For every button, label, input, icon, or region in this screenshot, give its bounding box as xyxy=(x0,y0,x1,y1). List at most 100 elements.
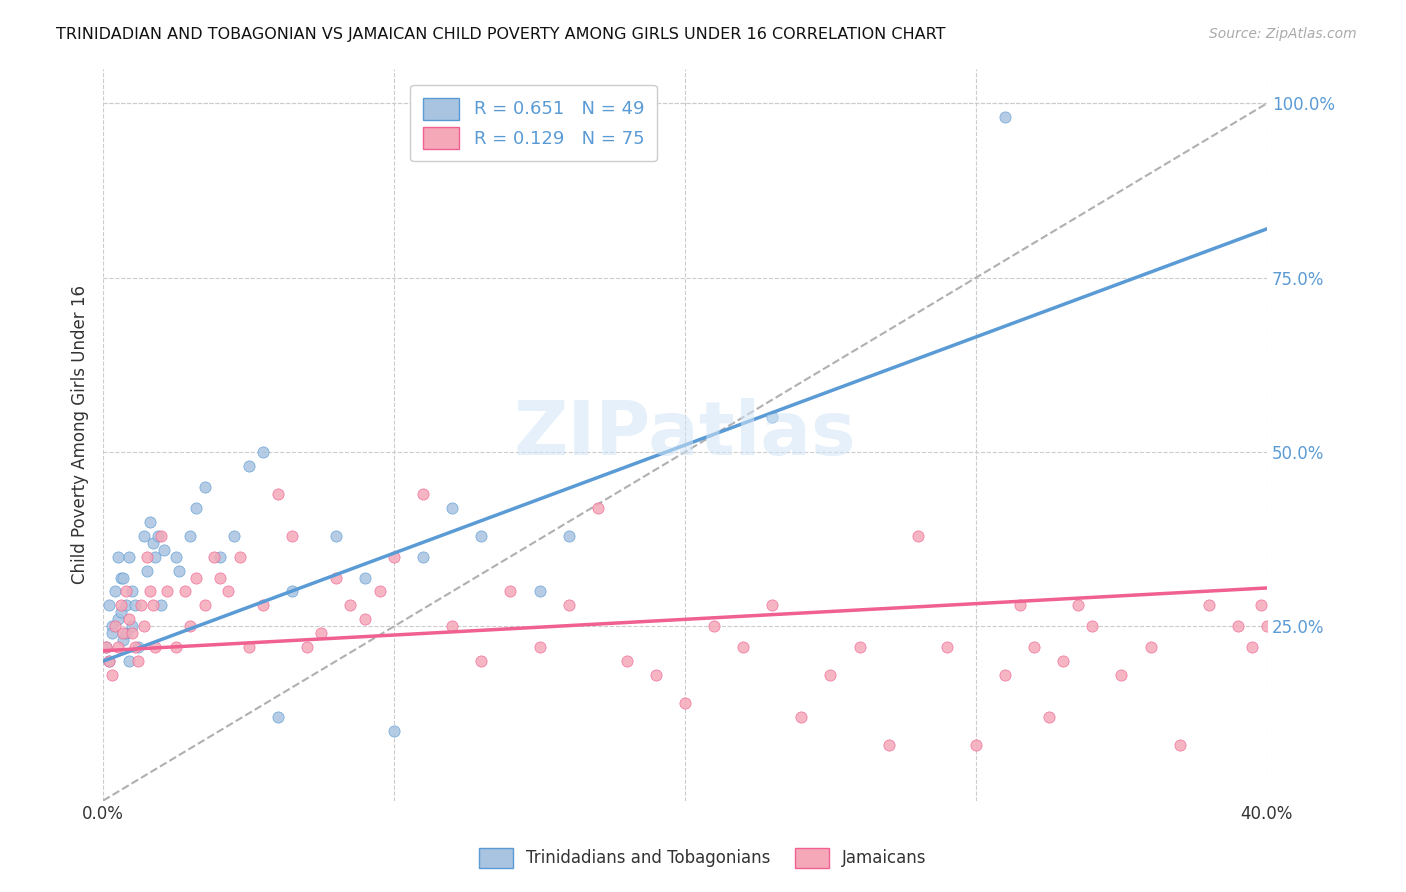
Point xyxy=(1256,619,1278,633)
Point xyxy=(101,668,124,682)
Point xyxy=(150,599,173,613)
Point xyxy=(110,606,132,620)
Point xyxy=(186,570,208,584)
Point xyxy=(107,612,129,626)
Point xyxy=(138,584,160,599)
Point xyxy=(470,529,492,543)
Point xyxy=(557,599,579,613)
Point xyxy=(112,626,135,640)
Point xyxy=(208,549,231,564)
Point xyxy=(115,626,138,640)
Point xyxy=(295,640,318,655)
Point xyxy=(761,599,783,613)
Legend: Trinidadians and Tobagonians, Jamaicans: Trinidadians and Tobagonians, Jamaicans xyxy=(472,841,934,875)
Point xyxy=(173,584,195,599)
Point xyxy=(238,458,260,473)
Point xyxy=(229,549,252,564)
Point xyxy=(1198,599,1220,613)
Point xyxy=(135,564,157,578)
Point xyxy=(142,599,165,613)
Point xyxy=(1139,640,1161,655)
Point xyxy=(112,633,135,648)
Point xyxy=(94,640,117,655)
Point xyxy=(186,500,208,515)
Point xyxy=(994,668,1017,682)
Point xyxy=(1024,640,1046,655)
Point xyxy=(586,500,609,515)
Point xyxy=(848,640,870,655)
Point xyxy=(281,584,304,599)
Point xyxy=(112,570,135,584)
Point xyxy=(1008,599,1031,613)
Point xyxy=(110,599,132,613)
Text: ZIPatlas: ZIPatlas xyxy=(513,398,856,471)
Point xyxy=(470,654,492,668)
Point xyxy=(97,654,120,668)
Point xyxy=(217,584,239,599)
Point xyxy=(325,529,347,543)
Point xyxy=(148,529,170,543)
Point xyxy=(935,640,957,655)
Point xyxy=(150,529,173,543)
Point xyxy=(645,668,668,682)
Point xyxy=(252,599,274,613)
Point xyxy=(994,111,1017,125)
Point xyxy=(529,640,551,655)
Point xyxy=(557,529,579,543)
Point xyxy=(132,529,155,543)
Point xyxy=(121,626,143,640)
Point xyxy=(222,529,245,543)
Point xyxy=(238,640,260,655)
Point xyxy=(101,619,124,633)
Point xyxy=(820,668,842,682)
Point xyxy=(965,738,987,752)
Point xyxy=(1241,640,1264,655)
Point xyxy=(101,626,124,640)
Point xyxy=(325,570,347,584)
Point xyxy=(339,599,361,613)
Point xyxy=(202,549,225,564)
Point xyxy=(153,542,176,557)
Point xyxy=(252,445,274,459)
Point xyxy=(135,549,157,564)
Point xyxy=(354,570,377,584)
Point xyxy=(1081,619,1104,633)
Point xyxy=(118,654,141,668)
Point xyxy=(412,549,434,564)
Point xyxy=(382,723,405,738)
Legend: R = 0.651   N = 49, R = 0.129   N = 75: R = 0.651 N = 49, R = 0.129 N = 75 xyxy=(411,85,657,161)
Point xyxy=(97,654,120,668)
Point xyxy=(790,710,813,724)
Point xyxy=(115,584,138,599)
Point xyxy=(1052,654,1074,668)
Point xyxy=(104,584,127,599)
Point xyxy=(124,640,146,655)
Point xyxy=(165,549,187,564)
Point xyxy=(1250,599,1272,613)
Point xyxy=(616,654,638,668)
Point xyxy=(94,640,117,655)
Point xyxy=(132,619,155,633)
Point xyxy=(281,529,304,543)
Point xyxy=(267,487,290,501)
Point xyxy=(121,584,143,599)
Point xyxy=(124,599,146,613)
Point xyxy=(529,584,551,599)
Point xyxy=(145,640,167,655)
Point xyxy=(382,549,405,564)
Point xyxy=(1226,619,1249,633)
Point xyxy=(354,612,377,626)
Text: TRINIDADIAN AND TOBAGONIAN VS JAMAICAN CHILD POVERTY AMONG GIRLS UNDER 16 CORREL: TRINIDADIAN AND TOBAGONIAN VS JAMAICAN C… xyxy=(56,27,946,42)
Point xyxy=(703,619,725,633)
Point xyxy=(1111,668,1133,682)
Point xyxy=(127,654,149,668)
Point xyxy=(179,619,201,633)
Point xyxy=(145,549,167,564)
Point xyxy=(97,599,120,613)
Point xyxy=(877,738,900,752)
Point xyxy=(142,535,165,549)
Point xyxy=(673,696,696,710)
Point xyxy=(107,549,129,564)
Point xyxy=(110,570,132,584)
Y-axis label: Child Poverty Among Girls Under 16: Child Poverty Among Girls Under 16 xyxy=(72,285,89,584)
